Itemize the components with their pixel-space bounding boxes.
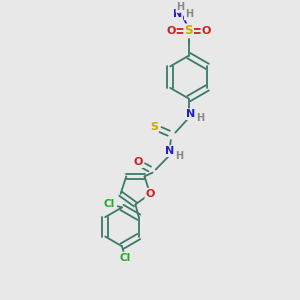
Text: O: O <box>146 189 155 199</box>
Text: Cl: Cl <box>104 199 115 209</box>
Text: S: S <box>184 24 193 38</box>
Text: O: O <box>134 157 143 167</box>
Text: N: N <box>186 109 196 119</box>
Text: H: H <box>176 2 184 12</box>
Text: N: N <box>165 146 175 156</box>
Text: O: O <box>166 26 176 36</box>
Text: H: H <box>185 10 193 20</box>
Text: H: H <box>196 113 204 123</box>
Text: O: O <box>202 26 211 36</box>
Text: N: N <box>173 10 182 20</box>
Text: H: H <box>176 152 184 161</box>
Text: Cl: Cl <box>119 253 130 262</box>
Text: S: S <box>150 122 158 132</box>
